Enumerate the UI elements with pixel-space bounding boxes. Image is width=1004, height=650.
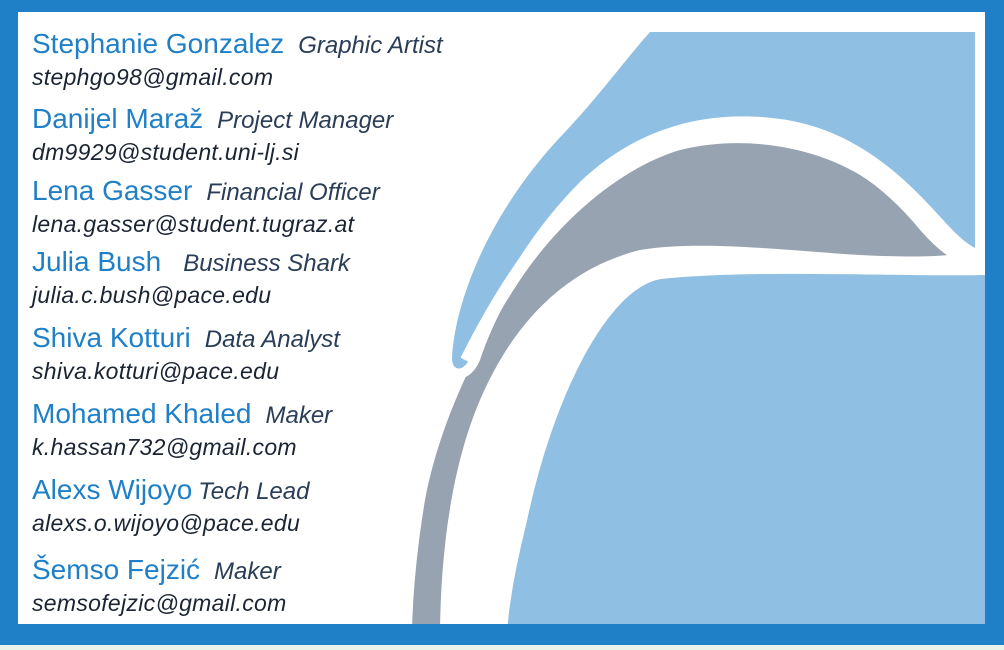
- member-role: Business Shark: [183, 250, 350, 277]
- team-member: Shiva Kotturi Data Analyst shiva.kotturi…: [32, 322, 340, 386]
- team-member: Šemso Fejzić Maker semsofejzic@gmail.com: [32, 554, 287, 618]
- member-role: Maker: [265, 402, 333, 429]
- team-member: Alexs Wijoyo Tech Lead alexs.o.wijoyo@pa…: [32, 474, 309, 538]
- member-role: Maker: [214, 558, 281, 585]
- member-email[interactable]: lena.gasser@student.tugraz.at: [32, 211, 355, 237]
- member-name: Lena Gasser: [32, 175, 193, 206]
- light-blue-body: [500, 266, 985, 640]
- team-member: Julia Bush Business Shark julia.c.bush@p…: [32, 246, 350, 310]
- team-member: Stephanie Gonzalez Graphic Artist stephg…: [32, 28, 443, 92]
- member-role: Graphic Artist: [298, 32, 443, 59]
- member-name: Julia Bush: [32, 246, 162, 277]
- team-member: Lena Gasser Financial Officer lena.gasse…: [32, 175, 380, 239]
- team-member: Danijel Maraž Project Manager dm9929@stu…: [32, 103, 393, 167]
- member-email[interactable]: stephgo98@gmail.com: [32, 64, 274, 90]
- member-email[interactable]: k.hassan732@gmail.com: [32, 434, 297, 460]
- member-email[interactable]: julia.c.bush@pace.edu: [32, 282, 272, 308]
- bottom-strip: [0, 645, 1004, 650]
- member-name: Shiva Kotturi: [32, 322, 191, 353]
- member-email[interactable]: alexs.o.wijoyo@pace.edu: [32, 510, 301, 536]
- member-role: Financial Officer: [206, 179, 380, 206]
- gray-band: [412, 143, 948, 641]
- member-role: Project Manager: [217, 107, 394, 134]
- member-name: Mohamed Khaled: [32, 398, 252, 429]
- member-email[interactable]: dm9929@student.uni-lj.si: [32, 139, 300, 165]
- member-email[interactable]: semsofejzic@gmail.com: [32, 590, 287, 616]
- member-email[interactable]: shiva.kotturi@pace.edu: [32, 358, 280, 384]
- member-role: Tech Lead: [198, 478, 310, 505]
- member-name: Šemso Fejzić: [32, 554, 201, 585]
- light-blue-arm: [452, 32, 975, 369]
- member-role: Data Analyst: [204, 326, 340, 353]
- member-name: Alexs Wijoyo: [32, 474, 193, 505]
- member-name: Stephanie Gonzalez: [32, 28, 285, 59]
- member-name: Danijel Maraž: [32, 103, 204, 134]
- team-member: Mohamed Khaled Maker k.hassan732@gmail.c…: [32, 398, 332, 462]
